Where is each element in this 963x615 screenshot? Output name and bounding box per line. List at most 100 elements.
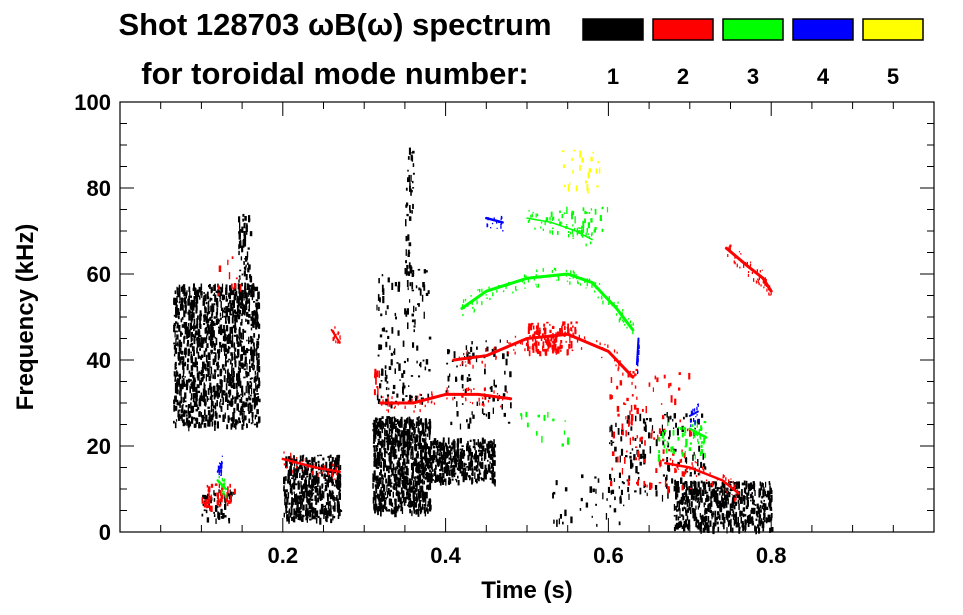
spectrum-point <box>175 313 178 318</box>
spectrum-point <box>493 454 496 457</box>
spectrum-point <box>283 463 285 466</box>
spectrum-point <box>554 339 557 343</box>
spectrum-point <box>196 367 199 372</box>
spectrum-point <box>715 499 718 504</box>
spectrum-point <box>549 324 551 326</box>
spectrum-point <box>675 514 678 521</box>
spectrum-point <box>383 501 386 509</box>
spectrum-point <box>661 424 663 432</box>
spectrum-point <box>383 459 385 465</box>
spectrum-point <box>227 368 229 373</box>
spectrum-point <box>334 478 336 481</box>
spectrum-point <box>306 497 308 503</box>
spectrum-point <box>204 337 206 342</box>
spectrum-point <box>212 323 215 326</box>
spectrum-point <box>746 492 749 500</box>
spectrum-point <box>641 440 643 444</box>
spectrum-point <box>562 521 564 525</box>
spectrum-point <box>626 479 628 482</box>
spectrum-point <box>500 218 502 221</box>
spectrum-point <box>383 474 386 478</box>
spectrum-point <box>417 466 420 474</box>
spectrum-point <box>637 371 639 375</box>
spectrum-point <box>610 440 613 442</box>
spectrum-point <box>487 399 490 403</box>
spectrum-point <box>628 493 630 500</box>
spectrum-point <box>217 392 219 399</box>
spectrum-point <box>728 481 730 484</box>
spectrum-point <box>408 385 410 387</box>
spectrum-point <box>608 301 610 305</box>
spectrum-point <box>207 306 210 310</box>
spectrum-point <box>431 391 433 396</box>
spectrum-point <box>581 225 583 229</box>
spectrum-point <box>247 262 249 265</box>
spectrum-point <box>285 465 288 468</box>
spectrum-point <box>459 364 462 367</box>
spectrum-point <box>728 491 731 498</box>
spectrum-point <box>223 344 225 352</box>
spectrum-point <box>729 523 732 525</box>
spectrum-point <box>406 358 409 362</box>
spectrum-point <box>626 420 629 424</box>
spectrum-point <box>206 517 210 523</box>
spectrum-point <box>406 264 409 269</box>
spectrum-point <box>213 343 216 347</box>
spectrum-point <box>619 455 621 463</box>
spectrum-point <box>677 461 680 465</box>
spectrum-point <box>698 497 700 499</box>
spectrum-point <box>424 505 426 508</box>
spectrum-point <box>524 287 526 289</box>
spectrum-point <box>506 340 508 343</box>
spectrum-point <box>193 296 196 302</box>
spectrum-point <box>206 291 209 298</box>
spectrum-point <box>234 396 237 404</box>
spectrum-point <box>256 317 259 324</box>
spectrum-point <box>714 510 717 517</box>
spectrum-point <box>205 348 208 351</box>
spectrum-point <box>445 478 447 486</box>
spectrum-point <box>176 389 179 395</box>
spectrum-point <box>176 322 179 328</box>
spectrum-point <box>747 519 750 522</box>
spectrum-point <box>376 304 378 311</box>
spectrum-point <box>728 479 730 483</box>
spectrum-point <box>765 517 768 523</box>
spectrum-point <box>181 379 184 385</box>
spectrum-point <box>472 439 476 442</box>
spectrum-point <box>542 228 544 231</box>
spectrum-point <box>212 305 215 313</box>
spectrum-point <box>206 314 208 319</box>
spectrum-point <box>674 485 676 492</box>
spectrum-point <box>173 325 176 329</box>
spectrum-point <box>756 503 759 509</box>
spectrum-point <box>233 407 236 414</box>
spectrum-point <box>385 341 388 348</box>
spectrum-point <box>468 462 471 469</box>
spectrum-point <box>637 359 639 363</box>
spectrum-point <box>394 405 396 408</box>
spectrum-point <box>242 307 245 315</box>
spectrum-point <box>372 441 375 444</box>
spectrum-point <box>407 504 409 507</box>
spectrum-point <box>399 497 402 505</box>
spectrum-point <box>663 439 666 442</box>
spectrum-point <box>528 217 531 222</box>
spectrum-point <box>196 386 198 393</box>
spectrum-point <box>561 323 565 326</box>
spectrum-point <box>684 470 687 475</box>
spectrum-point <box>309 509 312 512</box>
spectrum-point <box>409 508 411 514</box>
spectrum-point <box>744 525 747 530</box>
spectrum-point <box>219 327 222 332</box>
spectrum-point <box>627 487 630 493</box>
spectrum-point <box>230 283 233 289</box>
spectrum-point <box>214 405 216 409</box>
spectrum-point <box>661 494 664 502</box>
spectrum-point <box>407 493 410 499</box>
spectrum-point <box>292 482 296 490</box>
spectrum-point <box>547 338 549 341</box>
spectrum-point <box>199 323 201 329</box>
spectrum-point <box>571 210 575 216</box>
spectrum-point <box>492 292 494 297</box>
